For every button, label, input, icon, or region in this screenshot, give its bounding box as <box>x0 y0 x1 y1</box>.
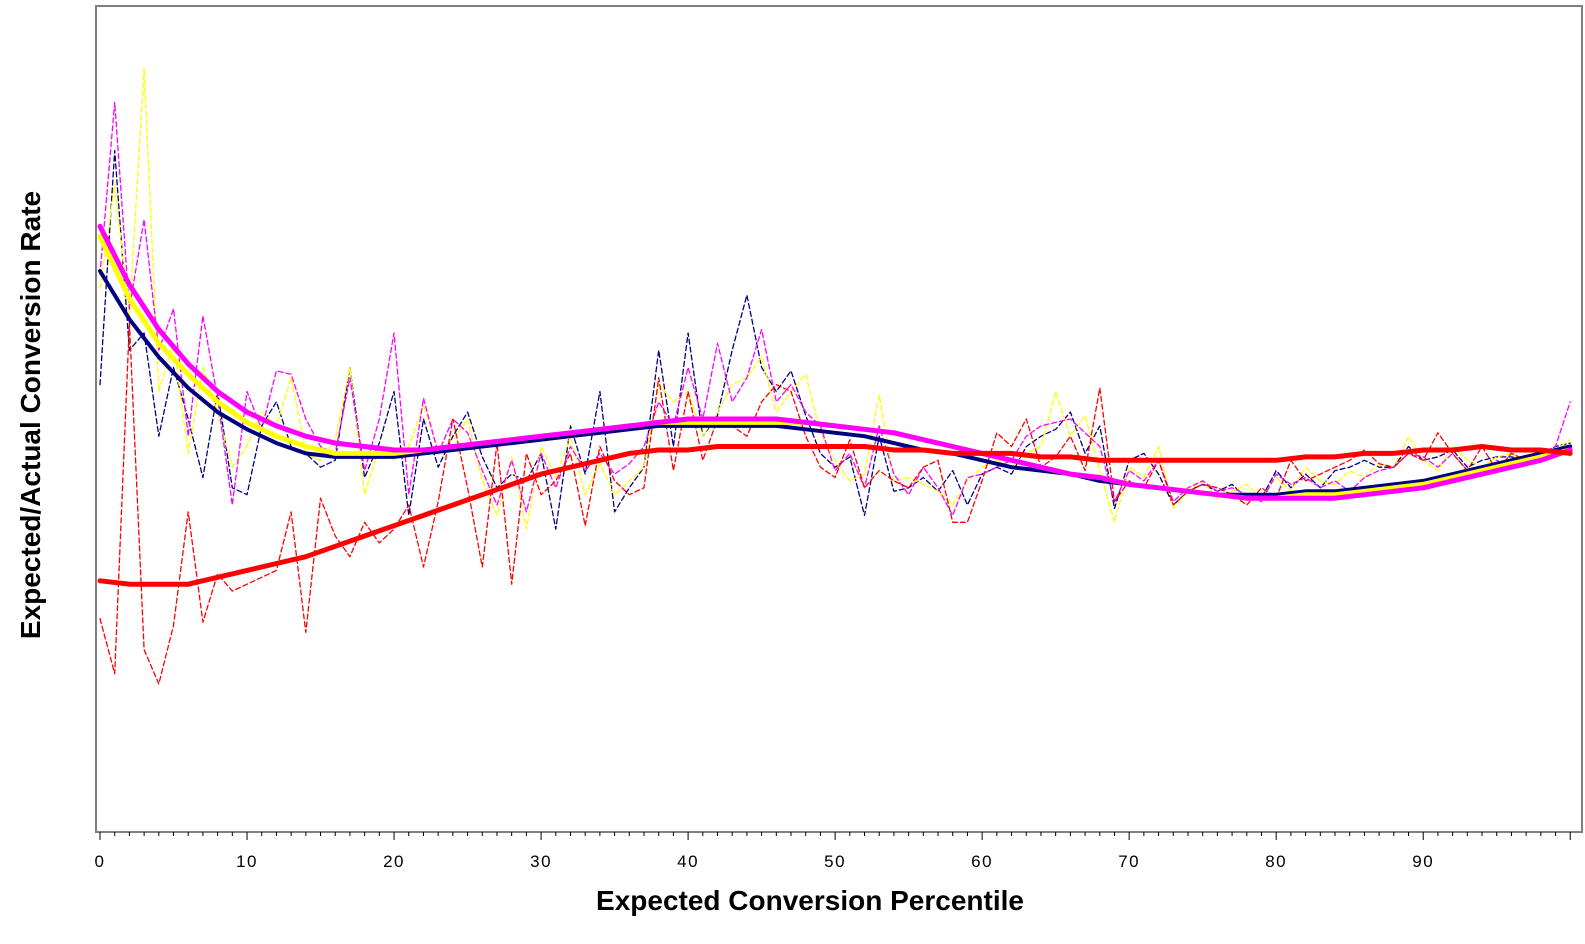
series-red-solid-line <box>97 444 1573 587</box>
x-tick-label: 30 <box>530 852 552 871</box>
y-axis-title: Expected/Actual Conversion Rate <box>15 191 46 639</box>
series-layer <box>97 67 1573 685</box>
series-navy-solid-line <box>98 269 1573 497</box>
x-tick-label: 40 <box>677 852 699 871</box>
series-red-dashed-line <box>99 321 1571 685</box>
x-tick-label: 80 <box>1265 852 1287 871</box>
series-yellow-dashed-line <box>99 67 1571 530</box>
x-axis: 0 10 20 30 40 50 60 70 80 90 <box>95 832 1571 871</box>
x-tick-label: 90 <box>1412 852 1434 871</box>
series-magenta-dashed-line <box>99 101 1571 517</box>
x-tick-label: 0 <box>95 852 106 871</box>
x-axis-title: Expected Conversion Percentile <box>596 885 1024 916</box>
x-tick-label: 20 <box>383 852 405 871</box>
series-magenta-solid-line <box>97 223 1573 501</box>
x-tick-label: 50 <box>824 852 846 871</box>
x-tick-label: 70 <box>1118 852 1140 871</box>
x-tick-label: 10 <box>236 852 258 871</box>
x-tick-label: 60 <box>971 852 993 871</box>
plot-area-frame <box>95 5 1583 833</box>
